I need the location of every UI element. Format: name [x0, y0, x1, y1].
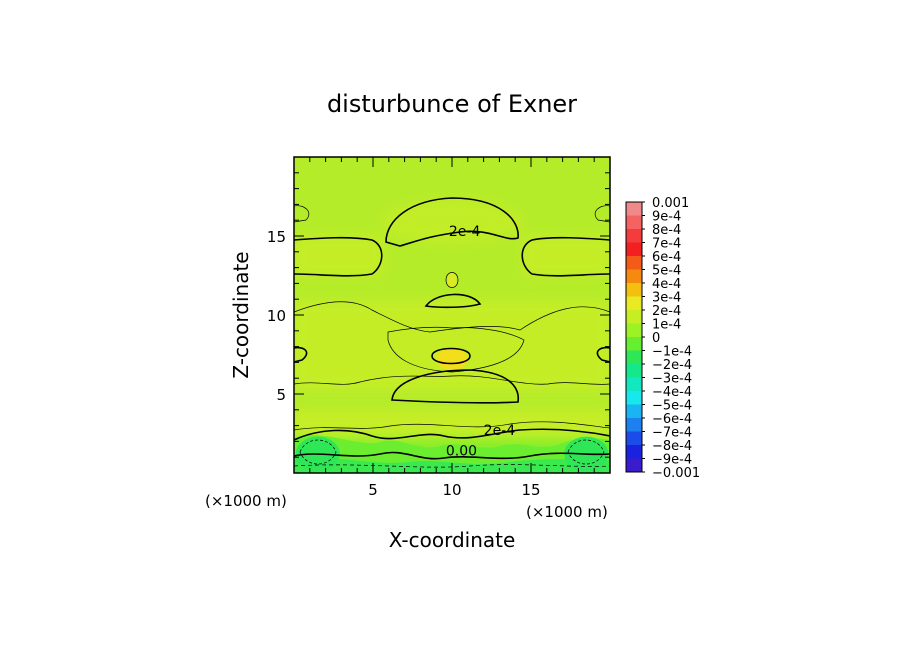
- axis-tick-labels: 5 10 15 5 10 15: [267, 228, 541, 499]
- thin-contour-bottom-left: [299, 439, 337, 465]
- contour-label: 0.00: [446, 444, 477, 460]
- contour-fields: 2e-4 2e-4 0.00: [294, 197, 610, 473]
- colorbar-label: 2e-4: [652, 304, 681, 319]
- colorbar-label: −8e-4: [652, 439, 692, 454]
- colorbar-segment: [626, 364, 642, 378]
- x-axis-label: X-coordinate: [389, 528, 516, 552]
- colorbar-label: 5e-4: [652, 264, 681, 279]
- colorbar-label: 7e-4: [652, 237, 681, 252]
- y-axis-label: Z-coordinate: [229, 251, 253, 378]
- colorbar-segment: [626, 283, 642, 297]
- colorbar-segment: [626, 431, 642, 446]
- colorbar-label: −7e-4: [652, 426, 692, 441]
- colorbar-segment: [626, 296, 642, 311]
- thin-contour-right-top: [594, 205, 610, 223]
- plot-area: 2e-4 2e-4 0.00 5 10 15 5 10 15: [267, 156, 611, 499]
- thin-contour-bottom-dashed: [294, 464, 610, 468]
- colorbar-label: −1e-4: [652, 345, 692, 360]
- y-tick-label: 10: [267, 307, 286, 325]
- thin-contour-small-bubble: [445, 272, 459, 288]
- colorbar-label: 6e-4: [652, 250, 681, 265]
- colorbar-label: −6e-4: [652, 412, 692, 427]
- colorbar-segment: [626, 458, 642, 473]
- contour-top-dome: [385, 197, 519, 247]
- thin-contour-base: [294, 421, 610, 431]
- x-tick-label: 10: [442, 481, 461, 499]
- regions: [295, 272, 609, 472]
- colorbar-label: 0.001: [652, 196, 689, 211]
- region-1: [447, 272, 457, 289]
- colorbar-label: −2e-4: [652, 358, 692, 373]
- colorbar-label: 8e-4: [652, 223, 681, 238]
- contour-right-edge-bump: [596, 346, 610, 363]
- contour-label: 2e-4: [484, 423, 516, 439]
- contour-zero: [294, 451, 610, 460]
- thin-contour-low: [294, 375, 610, 385]
- y-tick-label: 15: [267, 228, 286, 246]
- colorbar-segment: [626, 337, 642, 351]
- contour-label: 2e-4: [449, 224, 481, 240]
- contour-low-lens: [391, 369, 519, 404]
- contour-upper-right: [521, 236, 610, 277]
- thin-contour-center: [387, 326, 525, 373]
- band-mid: [294, 300, 610, 390]
- colorbar-label: −4e-4: [652, 385, 692, 400]
- contour-lines: [294, 197, 610, 460]
- band-upper-right: [522, 236, 610, 276]
- colorbar-segment: [626, 445, 642, 459]
- contour-center-ellipse: [431, 347, 471, 365]
- colorbar-segment: [626, 215, 642, 230]
- contour-mid-lens: [424, 293, 482, 309]
- thin-contour-mid: [294, 301, 610, 333]
- colorbar-segment: [626, 229, 642, 243]
- colorbar-segment: [626, 377, 642, 392]
- thin-contour-left-top: [294, 205, 310, 223]
- contour-2e-4-lower: [294, 428, 610, 441]
- colorbar-segment: [626, 310, 642, 324]
- colorbar-segment: [626, 269, 642, 284]
- colorbar-label: 9e-4: [652, 210, 681, 225]
- colorbar-segment: [626, 323, 642, 338]
- x-tick-label: 15: [521, 481, 540, 499]
- colorbar-segment: [626, 418, 642, 432]
- x-axis-unit: (×1000 m): [526, 503, 608, 521]
- band-low: [294, 410, 610, 436]
- colorbar-label: 1e-4: [652, 318, 681, 333]
- colorbar-label: 3e-4: [652, 291, 681, 306]
- x-tick-label: 5: [368, 481, 378, 499]
- colorbar-segment: [626, 202, 642, 216]
- colorbar-label: −3e-4: [652, 372, 692, 387]
- colorbar-segment: [626, 242, 642, 257]
- contour-upper-left: [294, 236, 383, 277]
- colorbar-segment: [626, 404, 642, 419]
- chart-title: disturbunce of Exner: [327, 90, 577, 118]
- contour-left-edge-bump: [294, 346, 308, 363]
- y-axis-unit: (×1000 m): [205, 492, 287, 510]
- colorbar-label: 0: [652, 331, 660, 346]
- thin-contour-bottom-right: [567, 439, 605, 465]
- colorbar: 0.0019e-48e-47e-46e-45e-44e-43e-42e-41e-…: [625, 196, 700, 481]
- colorbar-label: −9e-4: [652, 453, 692, 468]
- contour-lines-thin: [294, 205, 610, 468]
- colorbar-segment: [626, 256, 642, 270]
- colorbar-label: −0.001: [652, 466, 700, 481]
- y-tick-label: 5: [276, 386, 286, 404]
- axis-ticks: [294, 157, 610, 473]
- colorbar-segment: [626, 350, 642, 365]
- region-0: [436, 348, 468, 371]
- colorbar-label: 4e-4: [652, 277, 681, 292]
- colorbar-segment: [626, 391, 642, 405]
- contour-labels: 2e-4 2e-4 0.00: [446, 224, 515, 460]
- band-upper-left: [294, 236, 384, 276]
- colorbar-label: −5e-4: [652, 399, 692, 414]
